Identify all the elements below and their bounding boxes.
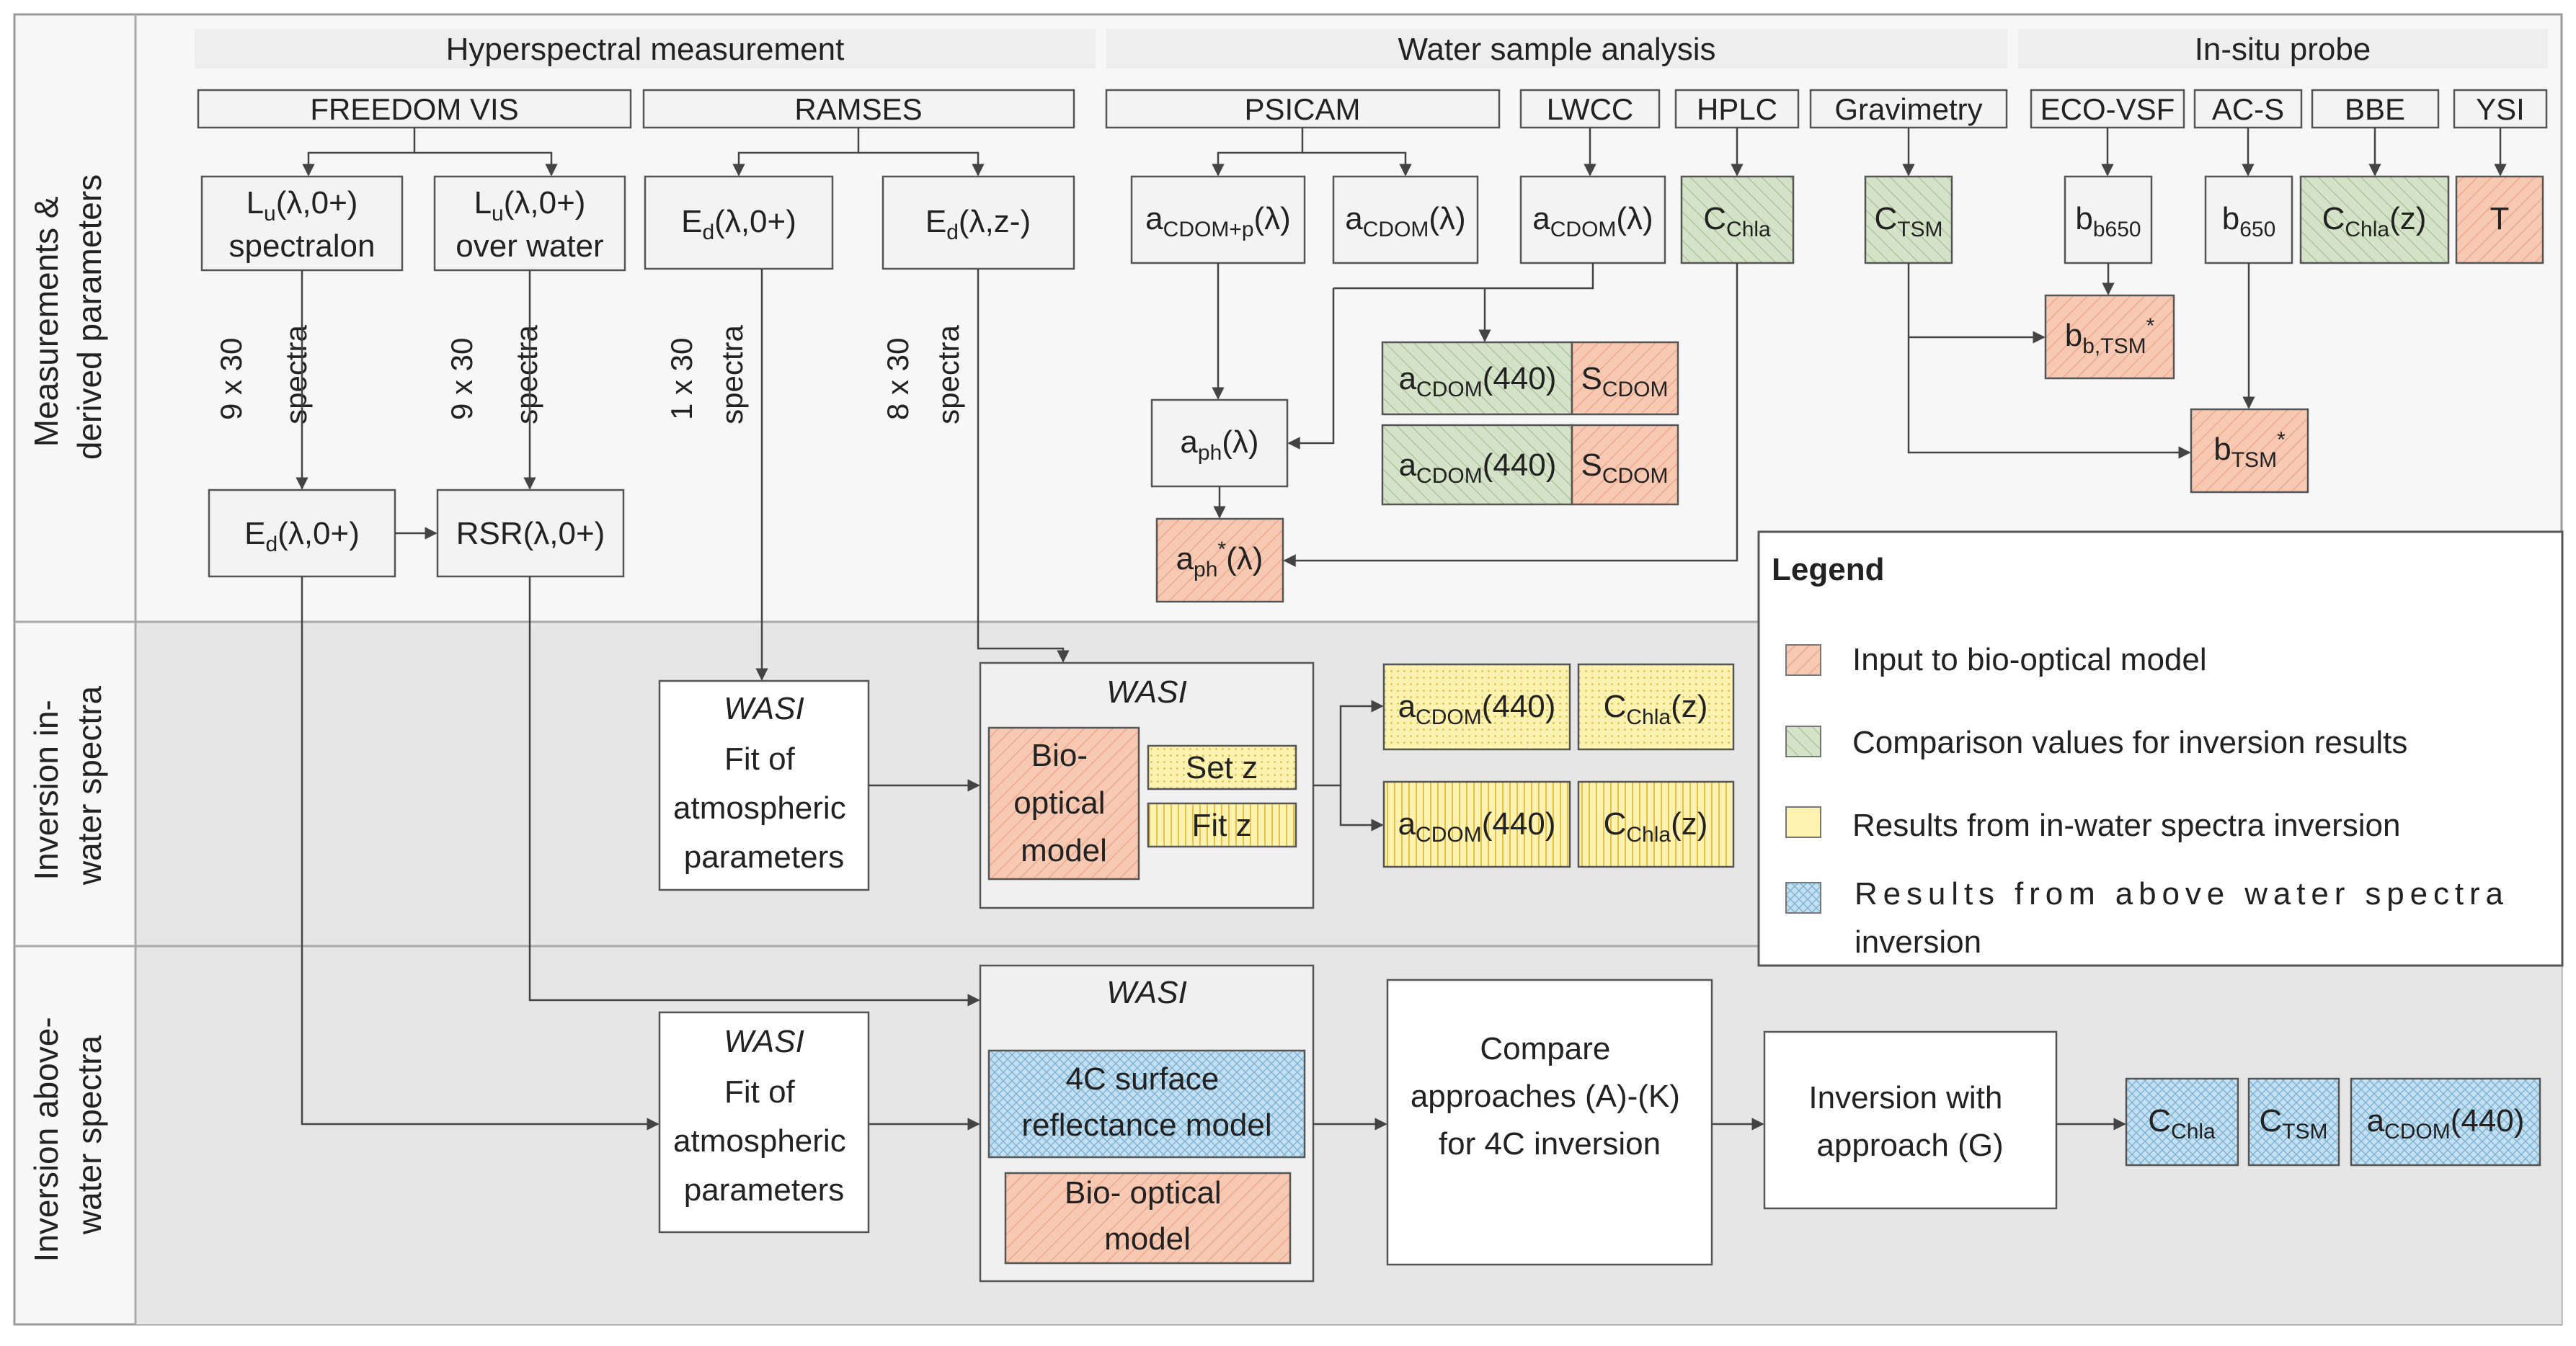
instrument-ecovsf: ECO-VSF [2040, 92, 2175, 126]
instrument-gravimetry: Gravimetry [1834, 92, 1982, 126]
instrument-hplc: HPLC [1697, 92, 1777, 126]
bio-optical-two: Bio- optical model [1065, 1175, 1230, 1257]
row-label-measurements: Measurements & derived parameters [27, 174, 108, 460]
a-cdom-440-above: aCDOM(440) [2367, 1103, 2525, 1144]
spectra-count-3: 1 x 30 spectra [665, 324, 749, 424]
group-headers: Hyperspectral measurement Water sample a… [195, 29, 2548, 68]
wasi-group-above: WASI [1106, 975, 1187, 1010]
instrument-psicam: PSICAM [1244, 92, 1360, 126]
instrument-acs: AC-S [2212, 92, 2284, 126]
four-c-model: 4C surface reflectance model [1021, 1061, 1271, 1143]
instrument-ramses: RAMSES [794, 92, 922, 126]
rsr: RSR(λ,0+) [456, 516, 605, 551]
header-insitu: In-situ probe [2195, 32, 2371, 67]
spectra-count-2: 9 x 30 spectra [445, 324, 543, 424]
fit-atmo-in: Fit of atmospheric parameters [673, 741, 855, 875]
instrument-lwcc: LWCC [1547, 92, 1634, 126]
inversion-in-water: WASI Fit of atmospheric parameters WASI … [658, 661, 1735, 909]
legend-title: Legend [1772, 552, 1884, 587]
spectra-count-1: 9 x 30 spectra [214, 324, 313, 424]
wasi-label-in: WASI [724, 691, 804, 726]
legend-swatch-in-water [1785, 806, 1821, 838]
set-z: Set z [1186, 750, 1258, 785]
a-cdom-440-b: aCDOM(440) [1399, 447, 1557, 488]
header-water-sample: Water sample analysis [1398, 32, 1716, 67]
bio-optical-three: Bio- optical model [1013, 738, 1114, 868]
connectors [296, 128, 2507, 1131]
header-hyperspectral: Hyperspectral measurement [446, 32, 845, 67]
spectra-labels: 9 x 30 spectra 9 x 30 spectra 1 x 30 spe… [214, 324, 965, 424]
row-label-inversion-above: Inversion above- water spectra [27, 1008, 108, 1262]
spectra-count-4: 8 x 30 spectra [881, 324, 965, 424]
fit-z: Fit z [1191, 808, 1251, 843]
row-labels: Measurements & derived parameters Invers… [27, 174, 108, 1262]
ed-0plus-ramses: Ed(λ,0+) [681, 204, 796, 244]
legend-item-comparison: Comparison values for inversion results [1852, 725, 2407, 760]
instrument-bbe: BBE [2345, 92, 2405, 126]
legend-swatch-above-water [1785, 882, 1821, 914]
wasi-group-in: WASI [1106, 674, 1187, 710]
fit-atmo-above: Fit of atmospheric parameters [673, 1074, 855, 1208]
lu-water-line1: Lu(λ,0+) [474, 185, 586, 226]
instrument-row: FREEDOM VIS RAMSES PSICAM LWCC HPLC Grav… [197, 89, 2548, 129]
legend: Legend Input to bio-optical model Compar… [1757, 530, 2564, 967]
measured-quantities: Lu(λ,0+) spectralon Lu(λ,0+) over water … [200, 175, 2544, 603]
legend-item-in-water: Results from in-water spectra inversion [1852, 808, 2400, 843]
ed-zminus: Ed(λ,z-) [925, 204, 1031, 244]
inversion-above-water: WASI Fit of atmospheric parameters WASI … [658, 964, 2541, 1283]
wasi-label-above: WASI [724, 1024, 804, 1059]
inversion-with-g: Inversion with approach (G) [1808, 1080, 2011, 1163]
a-ph-star: aph*(λ) [1176, 538, 1263, 581]
legend-swatch-comparison [1785, 726, 1821, 757]
lu-water-line2: over water [456, 228, 603, 264]
instrument-freedom: FREEDOM VIS [310, 92, 518, 126]
c-chla-z-inw-fit: CChla(z) [1604, 806, 1708, 847]
instrument-ysi: YSI [2476, 92, 2525, 126]
row-label-inversion-in: Inversion in- water spectra [27, 686, 108, 886]
compare-approaches: Compare approaches (A)-(K) for 4C invers… [1411, 1031, 1689, 1162]
ysi-t: T [2490, 201, 2510, 236]
legend-item-above-water-line2: inversion [1855, 924, 1981, 960]
legend-item-input: Input to bio-optical model [1852, 642, 2207, 677]
legend-swatch-input [1785, 644, 1821, 676]
ed-0plus-freedom: Ed(λ,0+) [244, 516, 360, 556]
legend-box [1757, 530, 2564, 967]
lu-spectralon-line2: spectralon [228, 228, 375, 264]
c-tsm-gravimetry: CTSM [1874, 201, 1942, 241]
lu-spectralon-line1: Lu(λ,0+) [247, 185, 358, 226]
